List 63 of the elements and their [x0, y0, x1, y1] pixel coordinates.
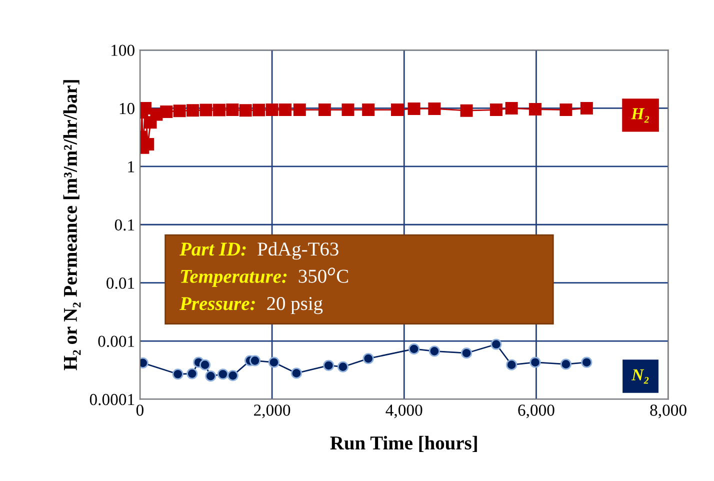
point	[560, 104, 572, 116]
point	[428, 346, 440, 357]
point	[560, 358, 572, 370]
point	[408, 343, 420, 355]
point	[428, 102, 441, 115]
point	[266, 104, 278, 116]
point	[293, 104, 306, 116]
annotation: Pressure: 20 psig	[180, 296, 323, 314]
annotation: Temperature: 350$^{o}$C	[180, 268, 348, 287]
point	[140, 102, 152, 114]
y-tick-label: 10	[120, 102, 134, 114]
text: H₂	[631, 108, 650, 123]
point	[408, 102, 420, 115]
annotation: Part ID: PdAg-T63	[180, 242, 338, 260]
x-axis-title: Run Time [hours]	[330, 436, 477, 452]
point	[268, 356, 280, 368]
point	[186, 104, 200, 117]
point	[290, 368, 302, 379]
x-tick-label: 6,000	[518, 404, 554, 418]
point	[528, 103, 542, 116]
point	[227, 370, 238, 382]
point	[362, 352, 374, 364]
point	[200, 104, 212, 116]
y-axis-title: H₂ or N₂ Permeance [m³/m²/hr/bar]	[63, 80, 81, 370]
point	[186, 368, 198, 380]
point	[460, 104, 473, 117]
point	[252, 104, 266, 116]
point	[490, 104, 502, 116]
x-tick-label: 8,000	[650, 404, 686, 418]
point	[318, 104, 331, 116]
point	[505, 102, 518, 114]
point	[506, 359, 518, 370]
y-tick-label: 0.01	[106, 278, 134, 289]
point	[226, 104, 239, 116]
point	[172, 368, 184, 380]
point	[580, 102, 593, 114]
point	[278, 104, 292, 116]
x-tick-label: 2,000	[254, 404, 290, 418]
point	[490, 338, 502, 350]
point	[460, 348, 472, 359]
point	[391, 104, 404, 116]
y-tick-label: 0.1	[114, 219, 134, 231]
point	[212, 104, 226, 116]
y-tick-label: 0.0001	[90, 394, 134, 406]
point	[249, 355, 261, 366]
point	[581, 356, 592, 368]
point	[239, 104, 252, 117]
x-tick-label: 4,000	[386, 404, 422, 418]
point	[217, 368, 228, 380]
y-tick-label: 0.001	[98, 336, 134, 348]
point	[530, 356, 541, 368]
point	[160, 105, 173, 118]
y-tick-label: 100	[112, 44, 134, 56]
point	[323, 360, 334, 372]
y-tick-label: 1	[128, 161, 134, 172]
point	[199, 359, 211, 370]
point	[337, 361, 349, 372]
x-tick-label: 0	[136, 404, 144, 416]
point	[362, 104, 375, 116]
point	[342, 104, 354, 116]
point	[173, 104, 186, 118]
text: N₂	[631, 369, 649, 384]
point	[205, 370, 216, 382]
